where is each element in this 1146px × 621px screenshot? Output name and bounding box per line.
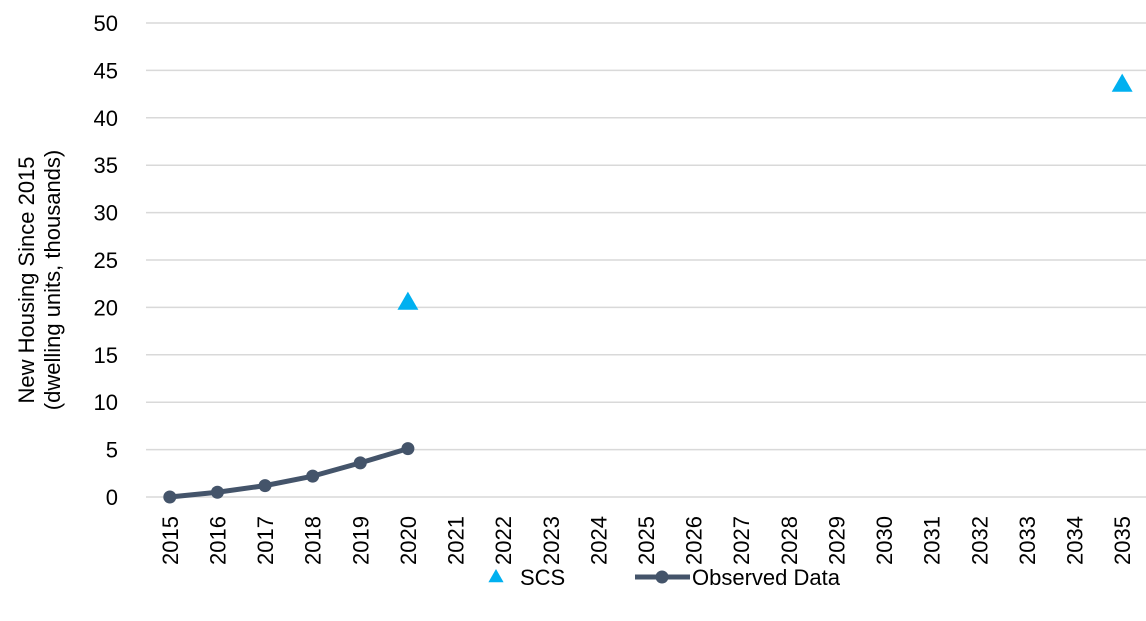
y-tick-label: 0	[106, 485, 118, 510]
x-tick-label: 2028	[777, 516, 802, 565]
y-tick-label: 10	[94, 390, 118, 415]
legend-scs-marker	[488, 569, 504, 583]
series	[163, 73, 1133, 504]
x-tick-label: 2027	[729, 516, 754, 565]
gridlines	[146, 22, 1146, 498]
x-tick-label: 2021	[444, 516, 469, 565]
observed-data-point	[258, 479, 272, 493]
observed-data-point	[401, 442, 415, 456]
x-tick-label: 2026	[682, 516, 707, 565]
y-tick-label: 25	[94, 248, 118, 273]
x-tick-label: 2034	[1063, 516, 1088, 565]
observed-data-point	[163, 490, 177, 504]
y-tick-label: 20	[94, 295, 118, 320]
y-tick-label: 45	[94, 58, 118, 83]
y-tick-label: 40	[94, 106, 118, 131]
scs-point	[1111, 73, 1133, 92]
x-tick-label: 2024	[586, 516, 611, 565]
y-tick-label: 15	[94, 343, 118, 368]
y-tick-label: 35	[94, 153, 118, 178]
x-tick-label: 2035	[1110, 516, 1135, 565]
observed-data-point	[306, 469, 320, 483]
x-tick-label: 2020	[396, 516, 421, 565]
legend: SCS Observed Data	[488, 565, 841, 590]
observed-data-point	[353, 456, 367, 470]
x-tick-label: 2030	[872, 516, 897, 565]
y-tick-label: 50	[94, 11, 118, 36]
y-tick-label: 30	[94, 201, 118, 226]
x-tick-label: 2033	[1015, 516, 1040, 565]
y-tick-label: 5	[106, 438, 118, 463]
x-tick-label: 2032	[967, 516, 992, 565]
y-axis-ticks: 0 5 10 15 20 25 30 35 40 45 50	[94, 11, 118, 510]
legend-observed-label: Observed Data	[692, 565, 841, 590]
x-tick-label: 2015	[158, 516, 183, 565]
scs-point	[397, 291, 419, 310]
x-tick-label: 2029	[824, 516, 849, 565]
x-tick-label: 2019	[348, 516, 373, 565]
legend-observed-marker	[655, 570, 669, 584]
x-tick-label: 2018	[301, 516, 326, 565]
x-tick-label: 2017	[253, 516, 278, 565]
observed-data-point	[210, 485, 224, 499]
x-axis-ticks: 2015 2016 2017 2018 2019 2020 2021 2022 2023 2024…	[158, 516, 1135, 565]
observed-data-line	[167, 446, 411, 500]
y-axis-title-line-2: (dwelling units, thousands)	[40, 150, 65, 410]
x-tick-label: 2031	[920, 516, 945, 565]
x-tick-label: 2022	[491, 516, 516, 565]
y-axis-title: New Housing Since 2015 (dwelling units, …	[14, 150, 65, 410]
legend-scs-label: SCS	[520, 565, 565, 590]
x-tick-label: 2023	[539, 516, 564, 565]
y-axis-title-line-1: New Housing Since 2015	[14, 156, 39, 403]
x-tick-label: 2016	[205, 516, 230, 565]
x-tick-label: 2025	[634, 516, 659, 565]
